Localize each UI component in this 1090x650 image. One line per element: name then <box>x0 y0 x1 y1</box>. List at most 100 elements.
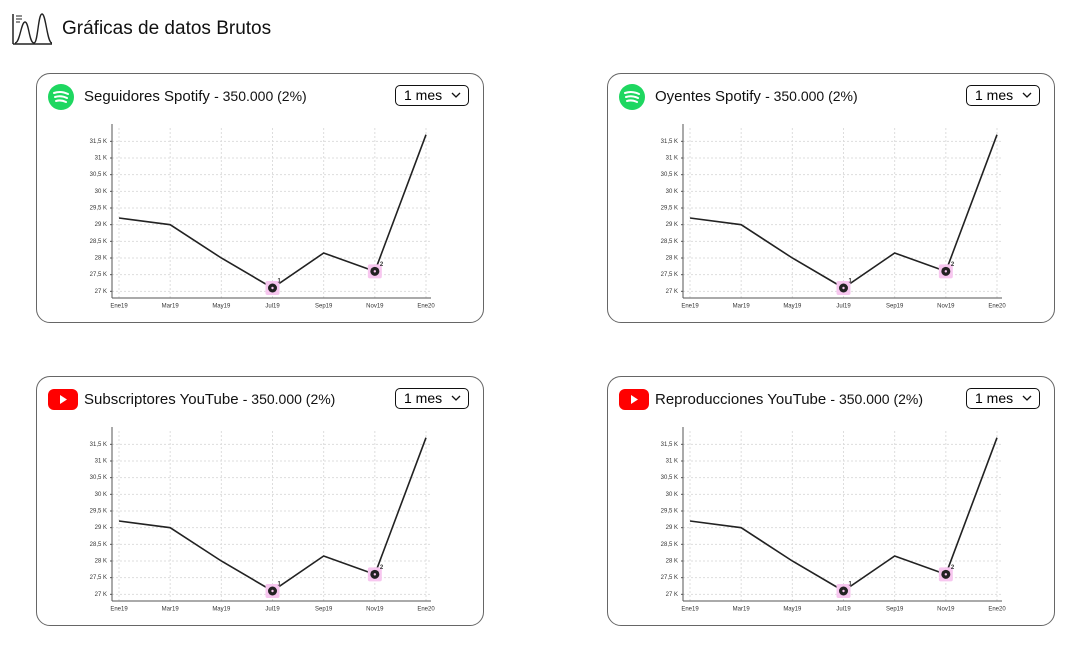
y-tick-label: 27,5 K <box>90 272 107 278</box>
annotation-disc-center <box>271 589 274 593</box>
y-tick-label: 29,5 K <box>661 509 678 515</box>
x-tick-label: Sep19 <box>886 304 904 310</box>
y-tick-label: 31,5 K <box>90 442 107 448</box>
y-tick-label: 31,5 K <box>90 139 107 145</box>
card-title: Subscriptores YouTube - 350.000 (2%) <box>84 391 335 408</box>
x-tick-label: Ene20 <box>988 607 1006 613</box>
period-dropdown[interactable]: 1 mes <box>966 85 1040 106</box>
y-tick-label: 27 K <box>95 592 107 598</box>
y-tick-label: 31 K <box>666 156 678 162</box>
period-dropdown[interactable]: 1 mes <box>395 388 469 409</box>
y-tick-label: 31 K <box>666 459 678 465</box>
y-tick-label: 29,5 K <box>90 206 107 212</box>
x-tick-label: Mar19 <box>733 607 751 613</box>
period-dropdown[interactable]: 1 mes <box>395 85 469 106</box>
x-tick-label: Ene20 <box>417 304 435 310</box>
youtube-icon <box>48 389 78 410</box>
card-title: Seguidores Spotify - 350.000 (2%) <box>84 88 307 105</box>
summary: - 350.000 (2%) <box>830 391 924 407</box>
x-tick-label: Jul19 <box>265 304 280 310</box>
y-tick-label: 29 K <box>95 222 107 228</box>
x-tick-label: Mar19 <box>162 607 180 613</box>
y-tick-label: 29,5 K <box>661 206 678 212</box>
x-tick-label: Sep19 <box>315 304 333 310</box>
x-tick-label: Jul19 <box>836 304 851 310</box>
page-title: Gráficas de datos Brutos <box>62 18 272 39</box>
y-tick-label: 31,5 K <box>661 442 678 448</box>
y-tick-label: 30,5 K <box>90 172 107 178</box>
annotation-label: 1 <box>849 279 853 285</box>
x-tick-label: May19 <box>212 607 231 613</box>
y-tick-label: 29 K <box>666 525 678 531</box>
youtube-icon <box>619 389 649 410</box>
y-tick-label: 27 K <box>666 289 678 295</box>
period: 1 mes <box>975 87 1014 103</box>
y-tick-label: 27 K <box>666 592 678 598</box>
y-tick-label: 28,5 K <box>90 542 107 548</box>
x-tick-label: Nov19 <box>366 304 384 310</box>
chart: 27 K 27,5 K 28 K 28,5 K 29 K 29,5 K 30 K 30,5 K… <box>661 124 1006 310</box>
chart-card: 27 K 27,5 K 28 K 28,5 K 29 K 29,5 K 30 K 30,5 K… <box>36 376 484 626</box>
spotify-icon <box>619 84 645 110</box>
annotation-label: 2 <box>951 262 955 268</box>
y-tick-label: 27,5 K <box>661 272 678 278</box>
chart-card: 27 K 27,5 K 28 K 28,5 K 29 K 29,5 K 30 K 30,5 K… <box>36 73 484 323</box>
summary: - 350.000 (2%) <box>214 88 307 104</box>
chevron <box>1022 395 1032 401</box>
x-tick-label: Nov19 <box>937 304 955 310</box>
chart: 27 K 27,5 K 28 K 28,5 K 29 K 29,5 K 30 K 30,5 K… <box>90 427 435 613</box>
y-tick-label: 30,5 K <box>661 475 678 481</box>
annotation-disc-center <box>373 270 377 273</box>
x-tick-label: Sep19 <box>886 607 904 613</box>
chart: 27 K 27,5 K 28 K 28,5 K 29 K 29,5 K 30 K 30,5 K… <box>661 427 1006 613</box>
y-tick-label: 30,5 K <box>90 475 107 481</box>
x-tick-label: Mar19 <box>162 304 180 310</box>
period-dropdown[interactable]: 1 mes <box>966 388 1040 409</box>
x-tick-label: Ene19 <box>110 607 128 613</box>
y-tick-label: 28,5 K <box>661 239 678 245</box>
chevron <box>451 395 461 401</box>
annotation-label: 1 <box>278 582 282 588</box>
x-tick-label: Nov19 <box>366 607 384 613</box>
annotation-disc-center <box>944 573 948 576</box>
y-tick-label: 31,5 K <box>661 139 678 145</box>
header-icon <box>12 13 53 45</box>
y-tick-label: 31 K <box>95 156 107 162</box>
annotation-disc-center <box>842 589 845 593</box>
x-tick-label: Ene19 <box>110 304 128 310</box>
summary: - 350.000 (2%) <box>242 391 336 407</box>
spotify-icon <box>48 84 74 110</box>
annotation-label: 2 <box>951 565 955 571</box>
annotation-label: 1 <box>849 582 853 588</box>
card-title: Reproducciones YouTube - 350.000 (2%) <box>655 391 923 408</box>
annotation-label: 1 <box>278 279 282 285</box>
x-tick-label: Ene19 <box>681 607 699 613</box>
annotation-disc-center <box>373 573 377 576</box>
y-tick-label: 30,5 K <box>661 172 678 178</box>
chart: 27 K 27,5 K 28 K 28,5 K 29 K 29,5 K 30 K 30,5 K… <box>90 124 435 310</box>
y-tick-label: 28 K <box>95 559 107 565</box>
annotation-disc-center <box>842 286 845 290</box>
y-tick-label: 28 K <box>666 256 678 262</box>
annotation-disc-center <box>271 286 274 290</box>
x-tick-label: Jul19 <box>265 607 280 613</box>
y-tick-label: 29 K <box>666 222 678 228</box>
card-title: Oyentes Spotify - 350.000 (2%) <box>655 88 858 105</box>
y-tick-label: 30 K <box>666 189 678 195</box>
y-tick-label: 27,5 K <box>661 575 678 581</box>
y-tick-label: 30 K <box>95 492 107 498</box>
y-tick-label: 27,5 K <box>90 575 107 581</box>
title: Oyentes Spotify <box>655 88 761 105</box>
y-tick-label: 30 K <box>95 189 107 195</box>
annotation-disc-center <box>944 270 948 273</box>
x-tick-label: Ene19 <box>681 304 699 310</box>
y-tick-label: 29 K <box>95 525 107 531</box>
chevron <box>1022 92 1032 98</box>
y-tick-label: 27 K <box>95 289 107 295</box>
x-tick-label: Nov19 <box>937 607 955 613</box>
period: 1 mes <box>404 87 443 103</box>
title: Seguidores Spotify <box>84 88 210 105</box>
chart-card: 27 K 27,5 K 28 K 28,5 K 29 K 29,5 K 30 K 30,5 K… <box>607 73 1055 323</box>
annotation-label: 2 <box>380 565 384 571</box>
